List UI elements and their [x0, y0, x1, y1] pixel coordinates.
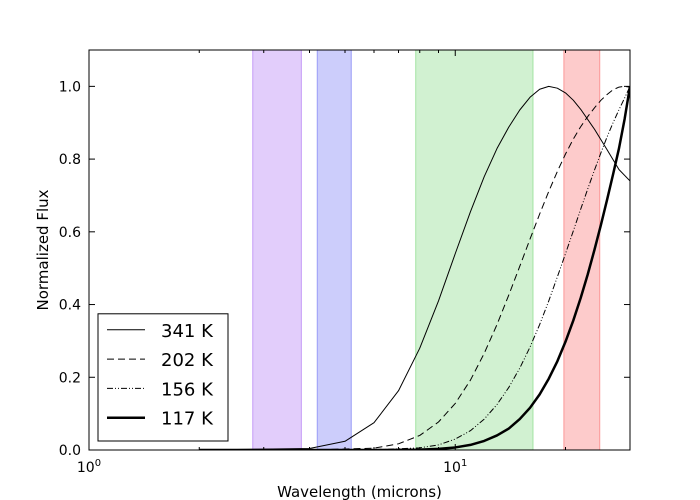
ticks-layer: 0.0 0.2 0.4 0.6 0.8 1.0 100 101	[59, 50, 631, 476]
plot-frame	[88, 49, 631, 451]
band-purple	[252, 50, 302, 450]
bands-layer	[252, 50, 601, 450]
y-tick-label: 0.6	[59, 225, 81, 241]
y-tick-label: 0.4	[59, 298, 81, 314]
legend-box	[97, 313, 229, 442]
band-blue	[316, 50, 352, 450]
series-202k-line	[309, 85, 630, 450]
legend: 341 K 202 K 156 K 117 K	[97, 313, 229, 442]
y-tick-label: 0.2	[59, 370, 81, 386]
legend-label-341k: 341 K	[161, 321, 214, 342]
legend-label-156k: 156 K	[161, 379, 214, 400]
x-tick-label: 100	[77, 458, 101, 476]
x-axis-label: Wavelength (microns)	[277, 483, 442, 500]
series-156k-line	[373, 86, 630, 450]
y-tick-label: 1.0	[59, 79, 81, 95]
x-tick-label: 101	[443, 458, 467, 476]
y-axis-label: Normalized Flux	[34, 189, 52, 310]
y-tick-label: 0.8	[59, 152, 81, 168]
y-tick-label: 0.0	[59, 443, 81, 459]
legend-label-117k: 117 K	[161, 409, 214, 430]
band-green	[415, 50, 534, 450]
legend-label-202k: 202 K	[161, 350, 214, 371]
series-341k-line	[199, 85, 630, 450]
